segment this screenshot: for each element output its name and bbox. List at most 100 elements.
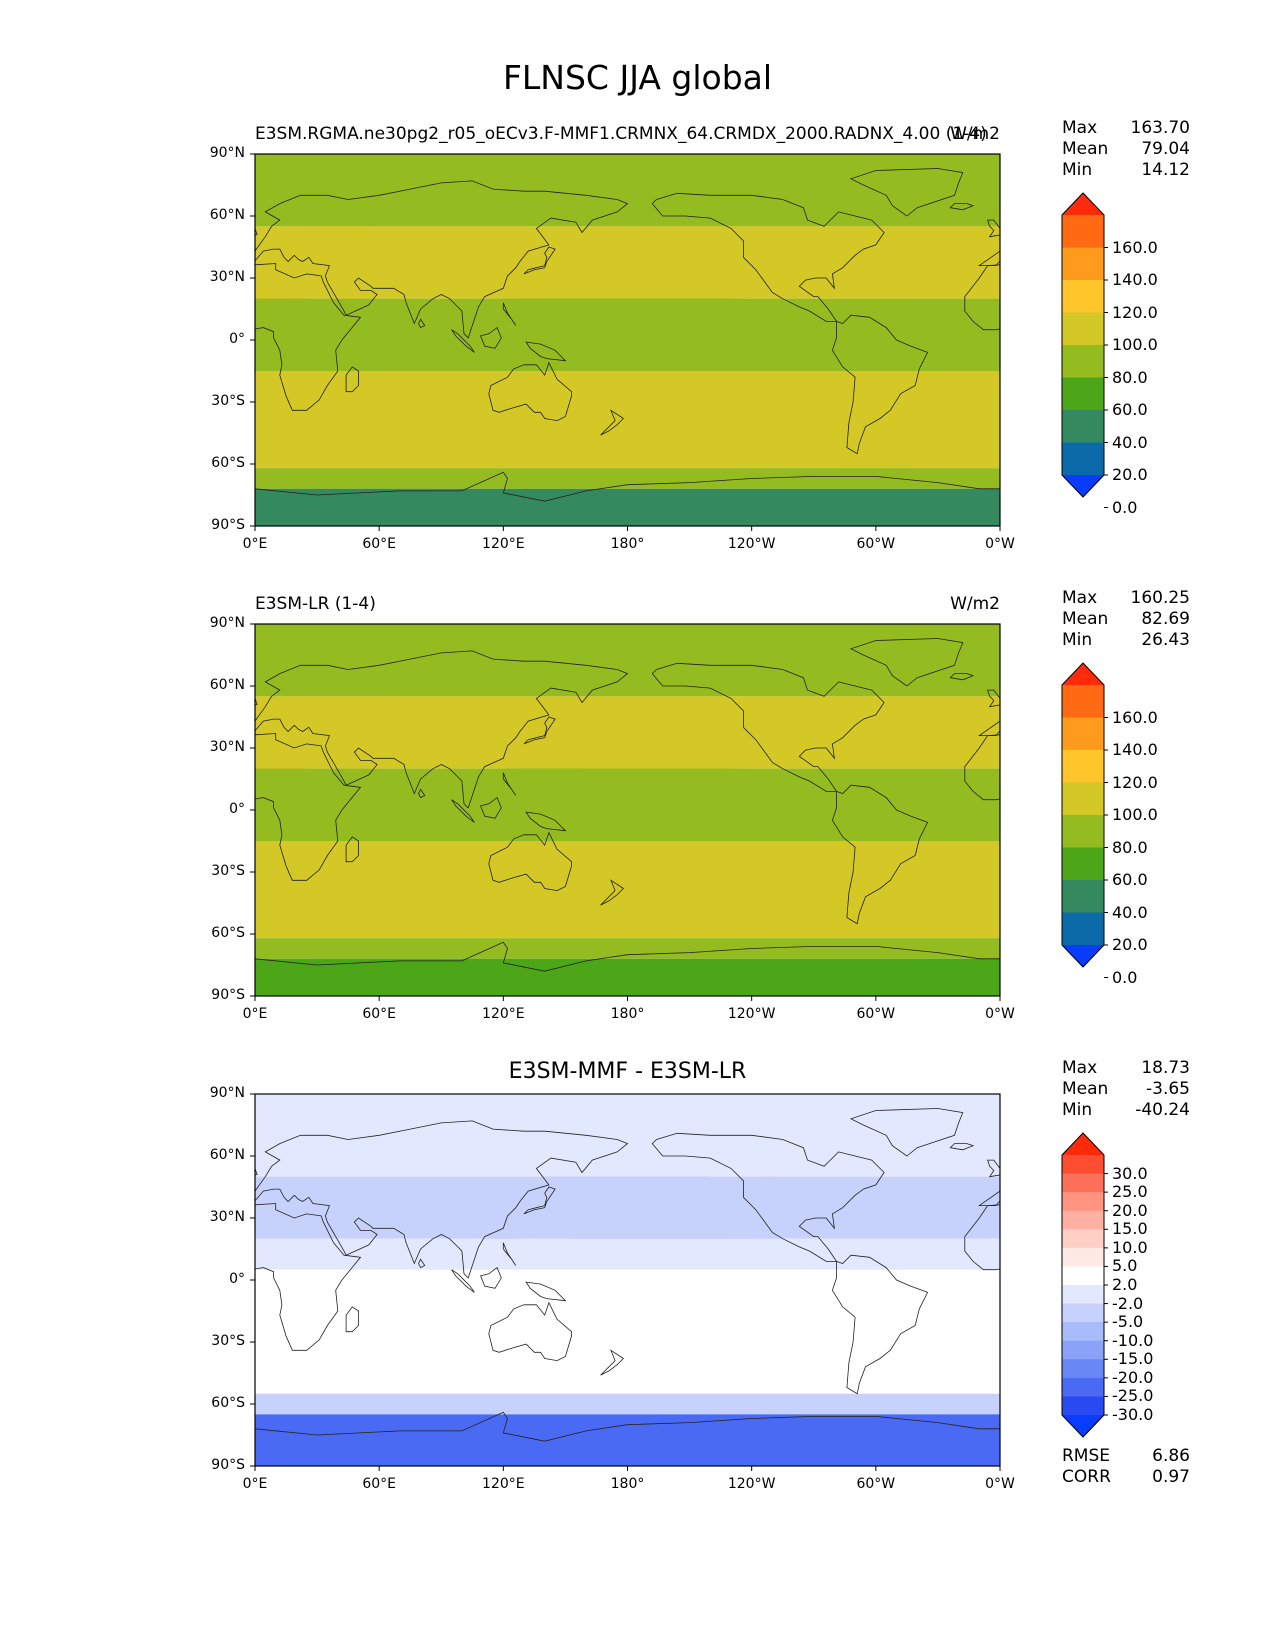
colorbar-segment	[1062, 1340, 1104, 1360]
field-band	[255, 938, 1000, 959]
colorbar-label: 5.0	[1112, 1256, 1138, 1276]
stats-label-min: Min	[1062, 160, 1093, 180]
colorbar-label: -20.0	[1112, 1367, 1154, 1387]
colorbar-label: 15.0	[1112, 1219, 1148, 1239]
colorbar-top-arrow	[1062, 1133, 1104, 1155]
coastline-philippines	[502, 1242, 517, 1266]
coastline-newguinea	[525, 1281, 567, 1302]
coastline-australia	[488, 831, 572, 892]
coastline-samerica	[831, 784, 929, 925]
figure-title: FLNSC JJA global	[502, 58, 773, 97]
coastline-borneo	[480, 326, 502, 349]
field-band	[255, 1414, 1000, 1466]
map-lr	[255, 624, 1000, 996]
stats-value-mean: 79.04	[1141, 139, 1190, 159]
colorbar-segment	[1062, 685, 1104, 718]
lat-tick-label: 90°S	[211, 987, 245, 1003]
coastline-eurasia	[255, 650, 629, 809]
lat-tick-label: 30°N	[209, 1209, 245, 1225]
coastline-borneo	[480, 1266, 502, 1289]
colorbar-label: 140.0	[1112, 740, 1158, 759]
stats-row-min: Min 14.12	[1062, 160, 1190, 181]
map-mmf	[255, 154, 1000, 526]
coastline-madagascar	[345, 836, 359, 863]
coastline-samerica	[831, 314, 929, 455]
stats-row-max: Max 18.73	[1062, 1058, 1190, 1079]
coastline-eurasia	[255, 180, 629, 339]
coastline-iceland	[949, 1143, 975, 1151]
colorbar-segment	[1062, 1285, 1104, 1305]
colorbar-segment	[1062, 1396, 1104, 1416]
field-band	[255, 1311, 1000, 1394]
coastline-africa	[255, 263, 362, 411]
colorbar-segment	[1062, 1210, 1104, 1230]
lat-tick-label: 60°S	[211, 455, 245, 471]
coastline-nz	[600, 1349, 625, 1376]
stats-row-mean: Mean 82.69	[1062, 609, 1190, 630]
lat-tick-label: 30°S	[211, 863, 245, 879]
field-band	[255, 1393, 1000, 1415]
panel-title-left: E3SM-LR (1-4)	[255, 594, 376, 614]
lat-tick-label: 0°	[229, 801, 245, 817]
colorbar-segment	[1062, 1173, 1104, 1193]
metrics-value-rmse: 6.86	[1152, 1446, 1190, 1466]
coastline-philippines	[502, 302, 517, 326]
colorbar-segment	[1062, 1229, 1104, 1249]
coastline-newguinea	[525, 341, 567, 362]
colorbar-lr	[1061, 662, 1108, 978]
lon-tick-label: 120°E	[482, 536, 525, 552]
lat-tick-label: 90°S	[211, 517, 245, 533]
colorbar-label: 160.0	[1112, 707, 1158, 727]
colorbar-label: 40.0	[1112, 902, 1148, 922]
colorbar-label: 100.0	[1112, 805, 1158, 824]
coastline-sumatra	[451, 1269, 475, 1293]
colorbar-label: -10.0	[1112, 1330, 1154, 1350]
field-band	[255, 298, 1000, 371]
colorbar-segment	[1062, 815, 1104, 848]
coastline-japan	[523, 246, 556, 275]
colorbar-label: 20.0	[1112, 1200, 1148, 1220]
lon-tick-label: 60°E	[362, 536, 396, 552]
field-band	[255, 768, 1000, 841]
metrics-row-rmse: RMSE 6.86	[1062, 1446, 1190, 1467]
field-band	[255, 696, 1000, 769]
lon-tick-label: 60°E	[362, 1006, 396, 1022]
stats-block: Max 160.25 Mean 82.69 Min 26.43	[1062, 588, 1190, 651]
colorbar-segment	[1062, 1155, 1104, 1175]
stats-value-mean: -3.65	[1146, 1079, 1190, 1099]
stats-row-min: Min -40.24	[1062, 1100, 1190, 1121]
field-band	[255, 1269, 1000, 1311]
field-band	[255, 1094, 1000, 1177]
stats-row-max: Max 163.70	[1062, 118, 1190, 139]
lat-tick-label: 30°N	[209, 269, 245, 285]
lat-tick-label: 0°	[229, 331, 245, 347]
coastline-australia	[488, 1301, 572, 1362]
lon-tick-label: 120°E	[482, 1006, 525, 1022]
metrics-value-corr: 0.97	[1152, 1467, 1190, 1487]
lon-tick-label: 180°	[610, 1006, 645, 1022]
colorbar-label: 2.0	[1112, 1275, 1138, 1294]
panel-title-left: E3SM.RGMA.ne30pg2_r05_oECv3.F-MMF1.CRMNX…	[255, 124, 987, 144]
colorbar-segment	[1062, 312, 1104, 346]
lat-tick-label: 60°S	[211, 1395, 245, 1411]
lon-tick-label: 120°W	[727, 536, 776, 552]
colorbar-segment	[1062, 215, 1104, 248]
stats-value-min: -40.24	[1135, 1100, 1190, 1120]
metrics-label-rmse: RMSE	[1062, 1446, 1111, 1466]
field-band	[255, 624, 1000, 697]
coastline-nz	[600, 879, 625, 906]
stats-value-max: 163.70	[1130, 118, 1190, 138]
colorbar-segment	[1062, 750, 1104, 783]
coastline-samerica	[831, 1254, 929, 1395]
lon-tick-label: 180°	[610, 1476, 645, 1492]
lat-tick-label: 30°S	[211, 1333, 245, 1349]
field-band	[255, 226, 1000, 299]
lat-tick-label: 60°N	[209, 1147, 245, 1163]
field-band	[255, 1176, 1000, 1239]
field-band	[255, 154, 1000, 227]
coastline-uk-wrap	[987, 689, 1000, 708]
field-band	[255, 958, 1000, 996]
coastline-africa	[255, 1203, 362, 1351]
panel-title-units: W/m2	[950, 594, 1000, 614]
